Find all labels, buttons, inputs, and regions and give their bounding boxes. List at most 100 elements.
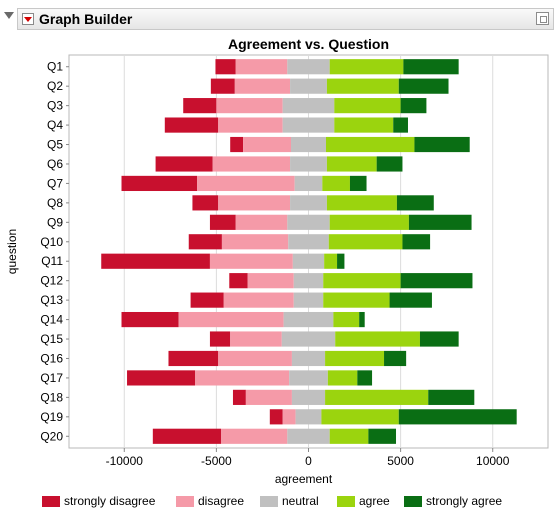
y-tick-label: Q11 — [41, 254, 63, 268]
bar-disagree-q6 — [212, 156, 291, 172]
x-tick-label: 10000 — [476, 454, 510, 468]
bar-agree-q12 — [323, 273, 401, 289]
bar-neutral-q11 — [292, 253, 325, 269]
panel-title: Graph Builder — [39, 11, 133, 27]
x-tick-label: 5000 — [387, 454, 414, 468]
bar-disagree-q13 — [223, 292, 294, 308]
bar-strongly-disagree-q2 — [210, 78, 235, 94]
bar-disagree-q9 — [235, 214, 288, 230]
bar-neutral-q14 — [283, 311, 334, 328]
legend-label: agree — [359, 494, 390, 508]
bar-strongly-agree-q19 — [398, 409, 517, 425]
x-tick-label: -5000 — [201, 454, 232, 468]
bar-strongly-agree-q6 — [376, 156, 403, 172]
bar-strongly-disagree-q12 — [229, 273, 248, 289]
bar-neutral-q17 — [289, 370, 328, 386]
y-tick-label: Q3 — [47, 99, 63, 113]
bar-agree-q1 — [329, 59, 404, 75]
disclosure-triangle-icon[interactable] — [4, 12, 14, 19]
bar-agree-q19 — [321, 409, 399, 425]
bar-strongly-disagree-q13 — [190, 292, 224, 308]
y-tick-label: Q10 — [40, 235, 63, 249]
legend-label: disagree — [198, 494, 245, 508]
bar-strongly-agree-q15 — [419, 331, 459, 347]
bar-strongly-agree-q5 — [414, 136, 470, 153]
bar-strongly-agree-q13 — [389, 292, 432, 308]
bar-agree-q15 — [335, 331, 420, 347]
legend-label: neutral — [282, 494, 319, 508]
bar-agree-q5 — [326, 136, 415, 153]
bar-strongly-disagree-q14 — [121, 311, 179, 328]
bar-disagree-q19 — [282, 409, 296, 425]
y-tick-label: Q16 — [40, 351, 63, 365]
bar-disagree-q3 — [216, 98, 283, 114]
bar-strongly-disagree-q8 — [192, 195, 219, 211]
y-tick-label: Q12 — [40, 274, 63, 288]
bar-strongly-disagree-q20 — [152, 428, 221, 444]
bar-agree-q11 — [324, 253, 338, 269]
bar-disagree-q17 — [195, 370, 290, 386]
bar-strongly-agree-q20 — [368, 428, 397, 444]
bar-neutral-q13 — [293, 292, 324, 308]
bar-neutral-q15 — [281, 331, 336, 347]
chart-title: Agreement vs. Question — [228, 36, 389, 52]
red-triangle-icon — [24, 17, 32, 22]
bar-strongly-agree-q9 — [408, 214, 472, 230]
y-axis-label: question — [5, 229, 19, 274]
bar-strongly-agree-q16 — [384, 350, 407, 367]
outline-title-bar: Graph Builder — [17, 8, 554, 30]
bar-agree-q14 — [333, 311, 360, 328]
bar-disagree-q15 — [230, 331, 282, 347]
bar-neutral-q12 — [293, 273, 324, 289]
bar-strongly-agree-q2 — [398, 78, 449, 94]
bar-agree-q10 — [328, 234, 403, 250]
y-tick-label: Q13 — [40, 293, 63, 307]
bar-agree-q17 — [327, 370, 358, 386]
bar-disagree-q5 — [243, 136, 291, 153]
y-tick-label: Q9 — [47, 215, 63, 229]
bar-strongly-disagree-q17 — [127, 370, 196, 386]
bar-strongly-disagree-q18 — [232, 389, 246, 405]
legend-label: strongly disagree — [64, 494, 156, 508]
y-tick-label: Q5 — [47, 138, 63, 152]
bar-disagree-q16 — [218, 350, 292, 367]
bar-disagree-q7 — [197, 175, 295, 192]
red-triangle-menu-button[interactable] — [22, 13, 34, 25]
bar-agree-q20 — [329, 428, 369, 444]
bar-strongly-agree-q7 — [349, 175, 367, 192]
agreement-chart: Agreement vs. Question -10000 -5000 0 5000 10… — [5, 36, 549, 486]
bar-agree-q7 — [322, 175, 350, 192]
bar-strongly-disagree-q19 — [269, 409, 283, 425]
bar-strongly-agree-q14 — [359, 311, 365, 328]
bar-strongly-disagree-q4 — [164, 117, 219, 133]
bar-disagree-q20 — [220, 428, 288, 444]
bar-agree-q18 — [325, 389, 429, 405]
legend-swatch — [404, 496, 422, 507]
bar-strongly-agree-q10 — [402, 234, 431, 250]
x-tick-label: 0 — [305, 454, 312, 468]
bar-strongly-agree-q12 — [400, 273, 473, 289]
bar-neutral-q16 — [291, 350, 326, 367]
bar-strongly-disagree-q3 — [183, 98, 217, 114]
bar-disagree-q10 — [221, 234, 289, 250]
bar-neutral-q20 — [287, 428, 330, 444]
bar-disagree-q4 — [218, 117, 283, 133]
y-tick-label: Q1 — [47, 60, 63, 74]
bar-disagree-q11 — [209, 253, 293, 269]
bar-strongly-agree-q8 — [396, 195, 434, 211]
bar-disagree-q2 — [234, 78, 291, 94]
bar-neutral-q4 — [282, 117, 335, 133]
y-tick-label: Q19 — [40, 410, 63, 424]
bar-strongly-disagree-q9 — [209, 214, 236, 230]
graph-builder-header: Graph Builder — [0, 0, 558, 32]
legend-swatch — [42, 496, 60, 507]
y-tick-label: Q17 — [40, 371, 63, 385]
bar-neutral-q19 — [295, 409, 322, 425]
window-corner-icon[interactable] — [536, 12, 549, 25]
bar-disagree-q12 — [247, 273, 294, 289]
bar-disagree-q18 — [245, 389, 292, 405]
legend-swatch — [337, 496, 355, 507]
bar-neutral-q3 — [282, 98, 335, 114]
y-tick-label: Q6 — [47, 157, 63, 171]
legend-swatch — [176, 496, 194, 507]
